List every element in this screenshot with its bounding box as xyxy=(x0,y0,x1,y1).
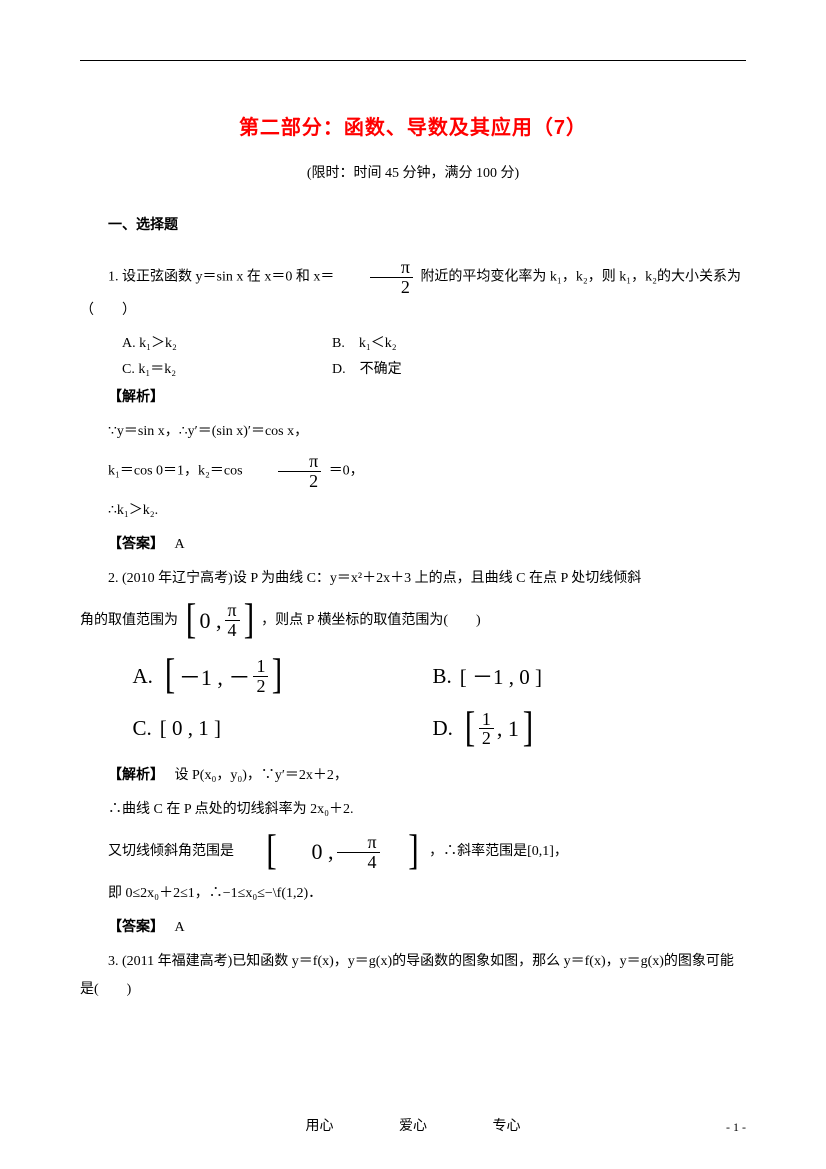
q2-opt-c-val: [ 0 , 1 ] xyxy=(160,716,221,741)
q1-answer: 【答案】 A xyxy=(80,531,746,559)
q1-option-a: A. k₁＞k₂ xyxy=(122,331,332,358)
q1-options-row1: A. k₁＞k₂ B. k₁＜k₂ xyxy=(122,331,746,358)
q2-stem2-pre: 角的取值范围为 xyxy=(80,613,178,628)
q1-stem: 1. 设正弦函数 y＝sin x 在 x＝0 和 x＝ π2 附近的平均变化率为… xyxy=(80,258,746,325)
page-footer: 用心 爱心 专心 xyxy=(0,1115,826,1135)
q1-options-row2: C. k₁＝k₂ D. 不确定 xyxy=(122,357,746,384)
q2-sol-head: 【解析】 xyxy=(108,768,157,783)
q2-answer: 【答案】 A xyxy=(80,914,746,942)
q2-option-b: B. [ －1 , 0 ] xyxy=(433,661,733,691)
q2-solution-line4: 即 0≤2x₀＋2≤1，∴−1≤x₀≤−\f(1,2)． xyxy=(80,880,746,908)
q2-stem-line2: 角的取值范围为 [ 0 , π4 ] ，则点 P 横坐标的取值范围为( ) xyxy=(80,599,746,643)
pi-over-2-icon: π2 xyxy=(342,258,413,297)
q1-option-d: D. 不确定 xyxy=(332,357,542,384)
q2-opt-d-label: D. xyxy=(433,716,453,741)
q1-sol-l2-pre: k₁＝cos 0＝1，k₂＝cos xyxy=(108,464,243,479)
q1-ans-head: 【答案】 xyxy=(108,537,157,552)
q2-sol-l3-pre: 又切线倾斜角范围是 xyxy=(108,845,234,860)
section-heading: 一、选择题 xyxy=(80,212,746,240)
q2-opt-a-label: A. xyxy=(133,664,153,689)
q2-opt-b-label: B. xyxy=(433,664,452,689)
q1-option-b: B. k₁＜k₂ xyxy=(332,331,542,358)
q1-solution-head: 【解析】 xyxy=(80,384,746,412)
interval-0-pi4-icon: [ 0 , π4 ] xyxy=(240,830,424,874)
q2-stem-line1: 2. (2010 年辽宁高考)设 P 为曲线 C：y＝x²＋2x＋3 上的点，且… xyxy=(80,565,746,593)
interval-0-pi4-icon: [ 0 , π4 ] xyxy=(184,599,256,643)
q2-options-row2: C. [ 0 , 1 ] D. [ 12 , 1 ] xyxy=(133,710,747,749)
q1-solution-line3: ∴k₁＞k₂. xyxy=(80,497,746,525)
q2-ans-head: 【答案】 xyxy=(108,920,157,935)
q1-solution-line2: k₁＝cos 0＝1，k₂＝cos π2 ＝0， xyxy=(80,452,746,491)
footer-word-2: 爱心 xyxy=(368,1115,458,1135)
q2-solution-line1: 【解析】 设 P(x₀，y₀)，∵y′＝2x＋2， xyxy=(80,762,746,790)
footer-word-1: 用心 xyxy=(275,1115,365,1135)
page-container: 第二部分：函数、导数及其应用（7） (限时：时间 45 分钟，满分 100 分)… xyxy=(0,0,826,1050)
q1-stem-pre: 1. 设正弦函数 y＝sin x 在 x＝0 和 x＝ xyxy=(108,270,334,285)
q3-stem: 3. (2011 年福建高考)已知函数 y＝f(x)，y＝g(x)的导函数的图象… xyxy=(80,948,746,1004)
interval-d-icon: [ 12 , 1 ] xyxy=(463,710,535,749)
q2-ans-value: A xyxy=(175,920,185,935)
q2-option-d: D. [ 12 , 1 ] xyxy=(433,710,733,749)
q2-options-row1: A. [ －1 , －12 ] B. [ －1 , 0 ] xyxy=(133,657,747,696)
pi-over-2-icon: π2 xyxy=(250,452,321,491)
document-subtitle: (限时：时间 45 分钟，满分 100 分) xyxy=(80,162,746,182)
document-title: 第二部分：函数、导数及其应用（7） xyxy=(80,111,746,140)
q1-solution-line1: ∵y＝sin x，∴y′＝(sin x)′＝cos x， xyxy=(80,418,746,446)
q1-option-c: C. k₁＝k₂ xyxy=(122,357,332,384)
q2-opt-b-val: [ －1 , 0 ] xyxy=(460,661,542,691)
q2-option-a: A. [ －1 , －12 ] xyxy=(133,657,433,696)
q1-ans-value: A xyxy=(175,537,185,552)
q2-sol-l3-post: ，∴斜率范围是[0,1]， xyxy=(429,845,568,860)
page-number: - 1 - xyxy=(726,1120,746,1135)
q2-opt-c-label: C. xyxy=(133,716,152,741)
q2-stem2-post: ，则点 P 横坐标的取值范围为( ) xyxy=(261,613,481,628)
q2-solution-line3: 又切线倾斜角范围是 [ 0 , π4 ] ，∴斜率范围是[0,1]， xyxy=(80,830,746,874)
q2-option-c: C. [ 0 , 1 ] xyxy=(133,716,433,741)
interval-a-icon: [ －1 , －12 ] xyxy=(163,657,285,696)
footer-word-3: 专心 xyxy=(462,1115,552,1135)
q1-sol-l2-post: ＝0， xyxy=(329,464,364,479)
q2-sol-l1: 设 P(x₀，y₀)，∵y′＝2x＋2， xyxy=(175,768,348,783)
q2-solution-line2: ∴曲线 C 在 P 点处的切线斜率为 2x₀＋2. xyxy=(80,796,746,824)
top-rule xyxy=(80,60,746,61)
